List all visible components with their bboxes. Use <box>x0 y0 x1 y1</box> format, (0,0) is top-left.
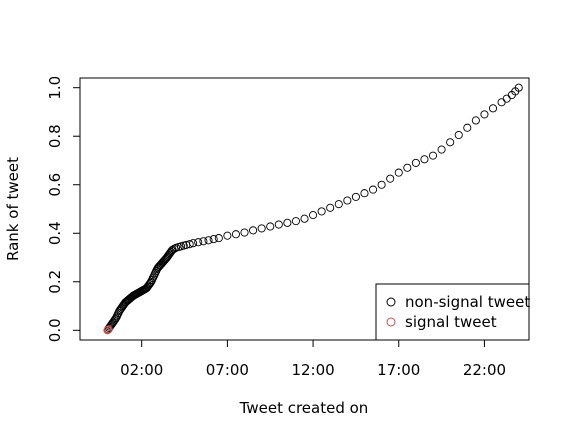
legend-label: non-signal tweet <box>405 293 530 311</box>
data-point <box>317 207 326 216</box>
data-point <box>497 98 506 107</box>
data-point <box>309 211 318 220</box>
data-point <box>113 310 122 319</box>
data-point <box>145 280 154 289</box>
data-point <box>411 158 420 167</box>
y-tick-label: 1.0 <box>46 76 64 100</box>
data-point <box>488 104 498 113</box>
data-point <box>240 228 249 237</box>
data-point <box>502 94 511 103</box>
data-point <box>148 274 157 283</box>
data-point <box>204 236 213 245</box>
data-point <box>189 239 198 248</box>
data-point <box>199 237 208 246</box>
data-point <box>351 192 360 201</box>
data-point <box>403 163 412 172</box>
data-point <box>326 203 335 212</box>
data-point <box>454 130 463 140</box>
data-point <box>283 218 292 227</box>
data-point <box>428 151 438 160</box>
data-point <box>274 220 283 229</box>
legend-label: signal tweet <box>405 313 497 331</box>
data-point <box>463 123 472 132</box>
data-point <box>223 231 232 240</box>
data-point <box>334 200 343 209</box>
data-point <box>170 244 179 253</box>
data-point <box>104 325 113 334</box>
legend: non-signal tweet signal tweet <box>375 283 530 341</box>
x-tick-label: 22:00 <box>463 361 506 379</box>
data-point <box>291 217 300 226</box>
data-point <box>300 214 309 223</box>
data-point <box>231 230 241 239</box>
data-point <box>394 168 403 177</box>
data-points <box>103 83 523 335</box>
plot-frame <box>79 77 530 341</box>
x-tick-label: 17:00 <box>377 361 420 379</box>
data-point <box>110 316 119 325</box>
data-point <box>368 185 378 194</box>
data-point <box>377 180 386 189</box>
data-point <box>446 138 455 147</box>
data-point <box>266 222 275 231</box>
data-point <box>420 155 429 164</box>
data-point <box>167 246 176 255</box>
series-signal <box>103 325 113 335</box>
y-tick-label: 0.8 <box>46 124 64 148</box>
x-axis: 02:00 07:00 12:00 17:00 22:00 <box>120 340 506 379</box>
data-point <box>209 235 218 244</box>
data-point <box>194 238 203 247</box>
data-point <box>249 226 258 235</box>
data-point <box>386 174 395 183</box>
data-point <box>103 326 112 335</box>
y-tick-label: 0.4 <box>46 221 64 245</box>
y-tick-label: 0.6 <box>46 173 64 197</box>
data-point <box>214 234 223 243</box>
legend-marker <box>386 297 396 307</box>
data-point <box>150 270 159 279</box>
x-axis-label: Tweet created on <box>239 399 369 417</box>
data-point <box>514 83 523 92</box>
data-point <box>480 110 489 119</box>
data-point <box>360 189 369 198</box>
x-tick-label: 12:00 <box>291 361 334 379</box>
x-tick-label: 02:00 <box>120 361 163 379</box>
data-point <box>471 116 480 125</box>
data-point <box>343 196 352 205</box>
legend-box <box>375 283 530 341</box>
legend-marker <box>386 317 396 327</box>
data-point <box>257 224 266 233</box>
x-tick-label: 07:00 <box>206 361 249 379</box>
y-tick-label: 0.0 <box>46 318 64 342</box>
y-tick-label: 0.2 <box>46 270 64 294</box>
y-axis: 0.0 0.2 0.4 0.6 0.8 1.0 <box>46 76 80 342</box>
data-point <box>111 314 121 323</box>
data-point <box>185 240 194 249</box>
data-point <box>437 145 446 154</box>
y-axis-label: Rank of tweet <box>4 157 22 261</box>
data-point <box>147 277 156 286</box>
